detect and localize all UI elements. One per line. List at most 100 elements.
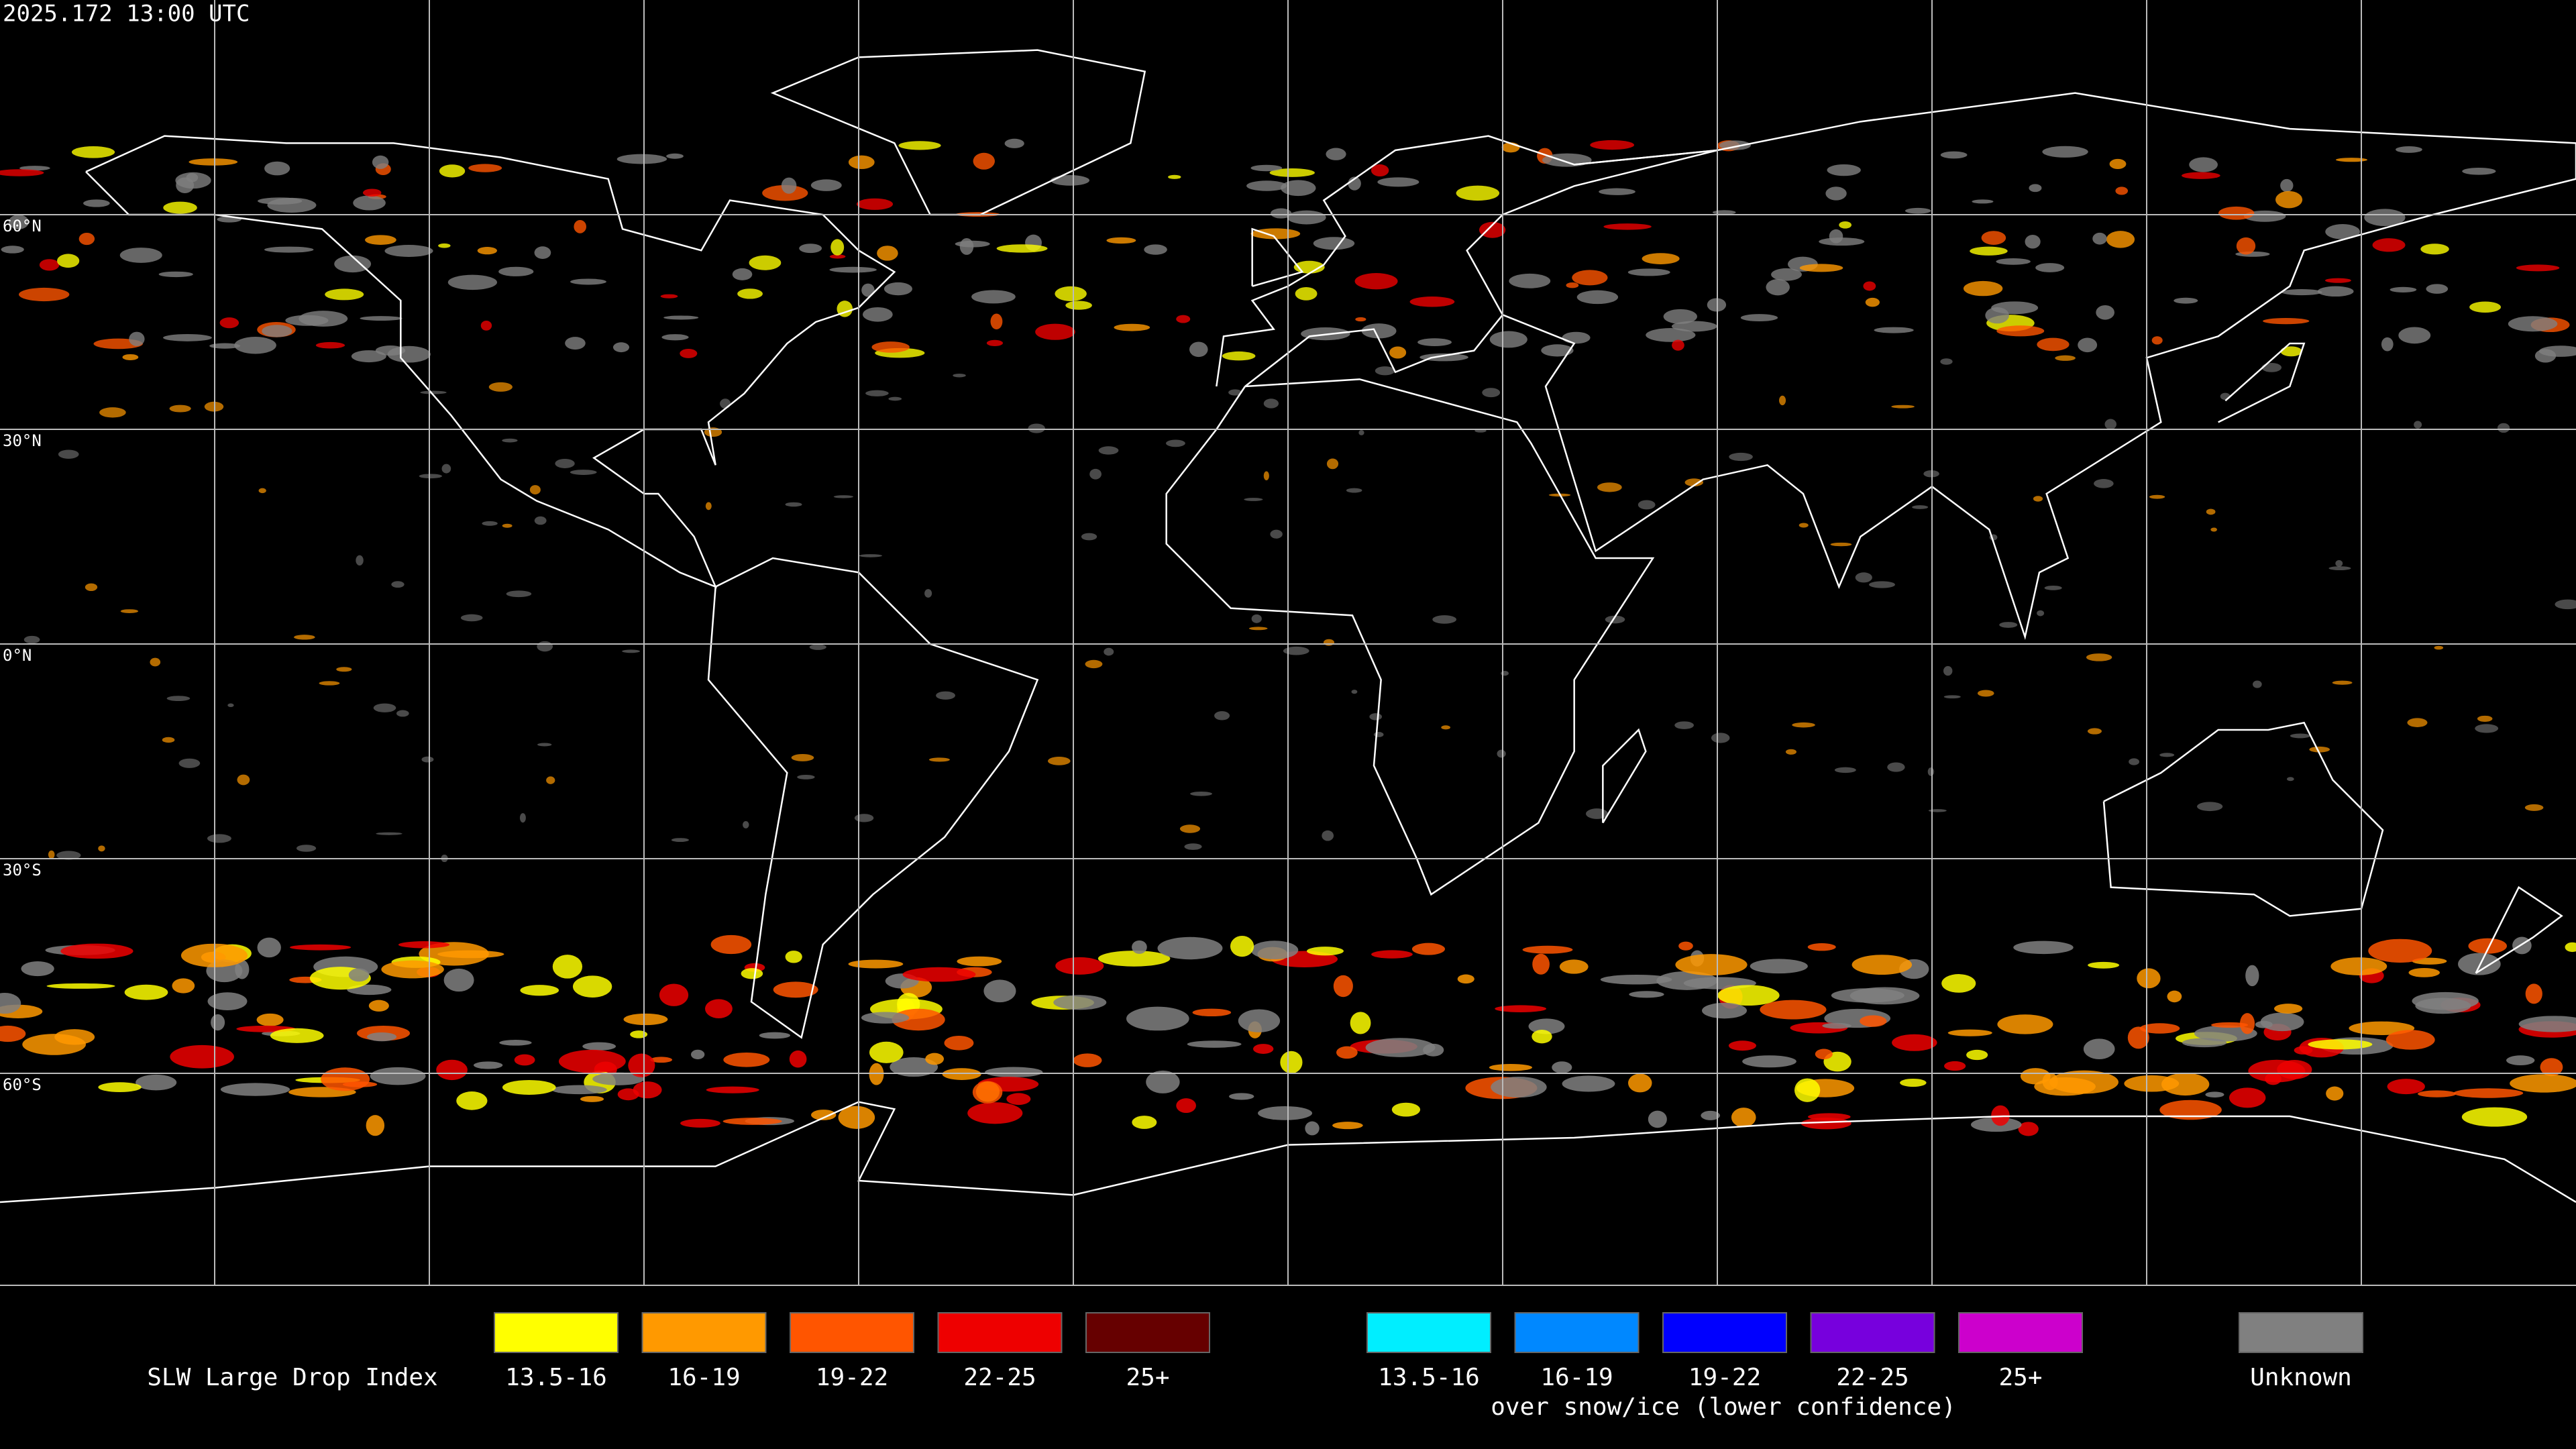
cloud: [1166, 439, 1185, 447]
cloud: [1391, 1102, 1421, 1117]
cloud: [166, 696, 191, 702]
cloud: [810, 179, 842, 191]
cloud: [499, 1040, 532, 1046]
cloud: [622, 649, 640, 653]
cloud: [502, 1079, 556, 1095]
cloud: [1943, 665, 1953, 676]
legend-label: 19-22: [816, 1364, 888, 1391]
cloud: [791, 754, 814, 761]
cloud: [2243, 210, 2286, 222]
cloud: [178, 758, 201, 768]
cloud: [2364, 209, 2406, 227]
cloud: [1283, 646, 1309, 655]
cloud: [1389, 346, 1407, 359]
cloud: [436, 1059, 468, 1081]
cloud: [892, 1008, 945, 1031]
cloud: [1731, 1108, 1756, 1128]
coastline: [1602, 728, 1647, 824]
cloud: [2368, 938, 2432, 963]
cloud: [1831, 988, 1904, 1003]
cloud: [1419, 353, 1468, 362]
cloud: [119, 248, 162, 263]
cloud: [2181, 172, 2220, 179]
cloud: [1562, 1075, 1615, 1092]
cloud: [1799, 523, 1809, 528]
cloud: [944, 1035, 974, 1051]
cloud: [2106, 231, 2135, 248]
cloud: [437, 950, 504, 959]
latitude-label: 30°S: [3, 861, 42, 879]
cloud: [2407, 718, 2428, 727]
cloud: [789, 1050, 807, 1068]
cloud: [1409, 297, 1455, 307]
cloud: [219, 317, 239, 329]
cloud: [749, 255, 782, 270]
cloud: [468, 164, 502, 172]
cloud: [1966, 1049, 1988, 1061]
cloud: [1355, 317, 1366, 322]
cloud: [1830, 542, 1852, 547]
cloud: [829, 266, 877, 273]
cloud: [1417, 338, 1452, 346]
cloud: [2092, 232, 2107, 245]
cloud: [2055, 355, 2076, 361]
cloud: [1085, 659, 1103, 669]
cloud: [2218, 206, 2255, 220]
cloud: [163, 201, 197, 214]
cloud: [1106, 237, 1136, 244]
cloud: [162, 737, 175, 743]
cloud: [136, 1074, 177, 1091]
cloud: [1228, 1093, 1254, 1100]
cloud: [2087, 728, 2102, 735]
cloud: [871, 341, 910, 353]
cloud: [1807, 943, 1836, 951]
cloud: [902, 967, 976, 982]
cloud: [336, 667, 352, 672]
cloud: [1280, 1051, 1303, 1074]
cloud: [1051, 175, 1090, 186]
cloud: [482, 521, 498, 526]
cloud: [477, 247, 498, 255]
cloud: [1892, 1034, 1937, 1051]
cloud: [809, 644, 826, 650]
cloud: [514, 1054, 535, 1066]
cloud: [623, 1013, 668, 1026]
cloud: [19, 166, 50, 171]
cloud: [1887, 762, 1905, 772]
cloud: [2565, 942, 2576, 953]
cloud: [362, 189, 382, 197]
cloud: [1572, 270, 1608, 286]
cloud: [936, 691, 955, 700]
cloud: [2281, 289, 2322, 296]
cloud: [2555, 599, 2576, 610]
cloud: [856, 198, 894, 210]
cloud: [1375, 366, 1395, 376]
cloud: [2381, 337, 2394, 352]
cloud: [710, 934, 752, 955]
cloud: [1712, 210, 1736, 215]
cloud: [83, 199, 110, 207]
cloud: [1750, 959, 1808, 974]
cloud: [785, 951, 802, 963]
cloud: [1672, 339, 1684, 351]
cloud: [2335, 158, 2368, 162]
cloud: [705, 502, 712, 511]
cloud: [2534, 349, 2557, 363]
cloud: [680, 349, 698, 358]
cloud: [1248, 627, 1268, 631]
legend: 13.5-16 16-19 19-22 22-25 25+ 13.5-16 16-19 19-…: [494, 1312, 2363, 1391]
cloud: [1740, 314, 1778, 322]
cloud: [2415, 998, 2471, 1014]
cloud: [990, 313, 1003, 330]
legend-label: 22-25: [963, 1364, 1036, 1391]
cloud: [1073, 1053, 1102, 1067]
cloud: [2139, 1023, 2180, 1034]
cloud: [71, 146, 115, 158]
cloud: [529, 485, 541, 495]
cloud: [2094, 479, 2114, 488]
cloud: [660, 294, 678, 299]
coastline: [2475, 885, 2563, 974]
cloud: [39, 259, 60, 271]
cloud: [2255, 1020, 2273, 1028]
cloud: [2220, 392, 2231, 400]
